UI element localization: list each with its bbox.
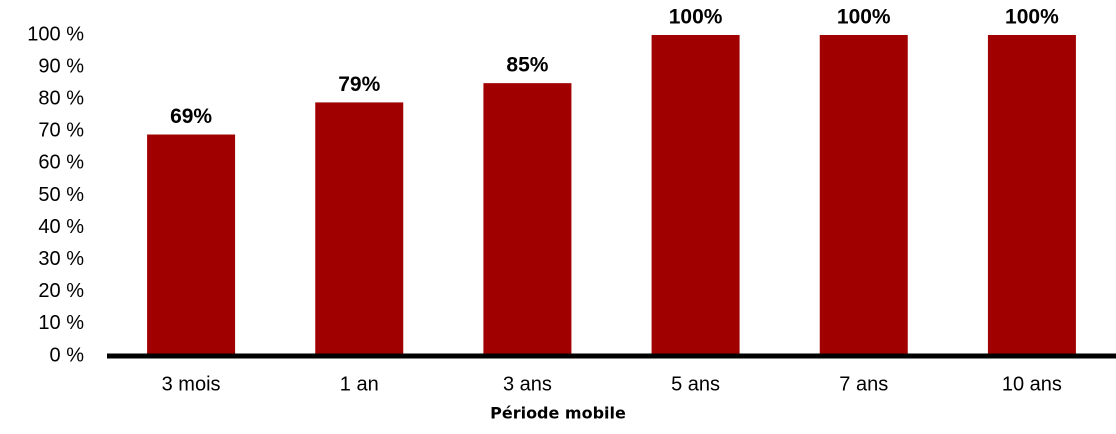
bar	[819, 35, 908, 356]
y-tick-label: 40 %	[38, 216, 84, 238]
x-tick-label: 5 ans	[671, 373, 720, 395]
y-tick-label: 30 %	[38, 248, 84, 270]
value-label: 79%	[338, 73, 380, 96]
y-tick-label: 0 %	[50, 344, 85, 366]
bar	[651, 35, 740, 356]
x-tick-label: 3 ans	[503, 373, 552, 395]
y-tick-label: 90 %	[38, 55, 84, 77]
value-label: 100%	[669, 6, 723, 29]
x-tick-label: 1 an	[340, 373, 379, 395]
y-tick-label: 80 %	[38, 87, 84, 109]
value-label: 100%	[837, 6, 891, 29]
x-axis-title: Période mobile	[490, 404, 626, 423]
y-tick-label: 100 %	[27, 23, 84, 45]
value-label: 85%	[506, 54, 548, 77]
y-tick-label: 20 %	[38, 280, 84, 302]
y-tick-label: 50 %	[38, 184, 84, 206]
value-label: 100%	[1005, 6, 1059, 29]
bar	[315, 102, 404, 356]
y-tick-label: 10 %	[38, 312, 84, 334]
x-tick-label: 10 ans	[1002, 373, 1062, 395]
value-label: 69%	[170, 105, 212, 128]
bar	[483, 83, 572, 357]
bar	[987, 35, 1076, 356]
y-tick-label: 70 %	[38, 120, 84, 142]
x-tick-label: 7 ans	[839, 373, 888, 395]
x-tick-label: 3 mois	[162, 373, 221, 395]
y-tick-label: 60 %	[38, 152, 84, 174]
bar	[147, 134, 236, 356]
